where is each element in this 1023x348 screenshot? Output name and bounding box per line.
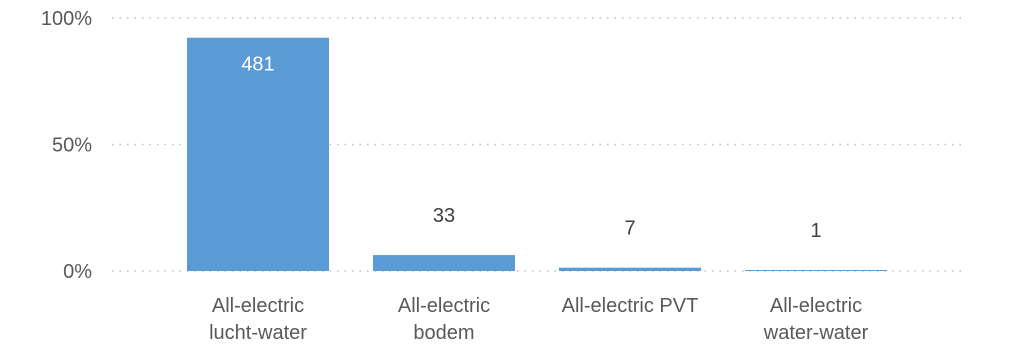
category-label-line: All-electric: [770, 295, 862, 317]
data-labels: 481 33 7 1: [241, 54, 821, 242]
category-label-line: All-electric: [398, 295, 490, 317]
bar: [373, 255, 515, 271]
category-label: All-electric water-water: [763, 295, 869, 344]
category-label-line: All-electric: [212, 295, 304, 317]
category-label-line: All-electric PVT: [562, 295, 699, 317]
category-label-line: water-water: [763, 322, 869, 344]
y-tick-label: 50%: [52, 135, 92, 157]
category-label: All-electric lucht-water: [209, 295, 307, 344]
y-tick-label: 0%: [63, 261, 92, 283]
category-label-line: lucht-water: [209, 322, 307, 344]
bar: [187, 37, 329, 271]
bars: [187, 37, 887, 271]
category-label-line: bodem: [413, 322, 474, 344]
y-tick-label: 100%: [41, 8, 92, 30]
data-label: 1: [810, 220, 821, 242]
bar: [559, 267, 701, 271]
y-axis-ticks: 0% 50% 100%: [41, 8, 92, 283]
data-label: 33: [433, 205, 455, 227]
x-axis-categories: All-electric lucht-water All-electric bodem…: [209, 295, 868, 344]
data-label: 481: [241, 54, 274, 76]
category-label: All-electric PVT: [562, 295, 699, 317]
category-label: All-electric bodem: [398, 295, 490, 344]
data-label: 7: [624, 218, 635, 240]
bar: [745, 270, 887, 271]
